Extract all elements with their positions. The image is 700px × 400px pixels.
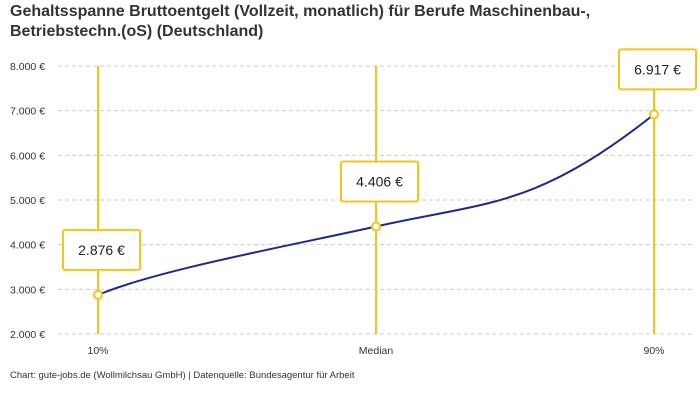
data-label-box [340, 160, 419, 203]
data-label: 2.876 € [78, 242, 125, 258]
data-label-box [62, 228, 141, 271]
x-tick-label: Median [359, 345, 394, 357]
data-point [649, 109, 659, 120]
y-tick-label: 5.000 € [10, 195, 45, 207]
y-tick-label: 6.000 € [10, 150, 45, 162]
x-tick-label: 10% [87, 345, 108, 357]
data-point [371, 221, 381, 232]
chart-source: Chart: gute-jobs.de (Wollmilchsau GmbH) … [10, 370, 355, 381]
data-point [93, 289, 103, 300]
chart-title: Gehaltsspanne Bruttoentgelt (Vollzeit, m… [10, 3, 591, 40]
x-tick-label: 90% [643, 345, 664, 357]
data-label-box [618, 48, 697, 91]
data-label: 6.917 € [634, 61, 681, 77]
data-label: 4.406 € [356, 174, 403, 190]
y-tick-label: 2.000 € [10, 329, 45, 341]
y-tick-label: 3.000 € [10, 284, 45, 296]
y-tick-label: 4.000 € [10, 240, 45, 252]
y-tick-label: 8.000 € [10, 61, 45, 73]
y-tick-label: 7.000 € [10, 106, 45, 118]
